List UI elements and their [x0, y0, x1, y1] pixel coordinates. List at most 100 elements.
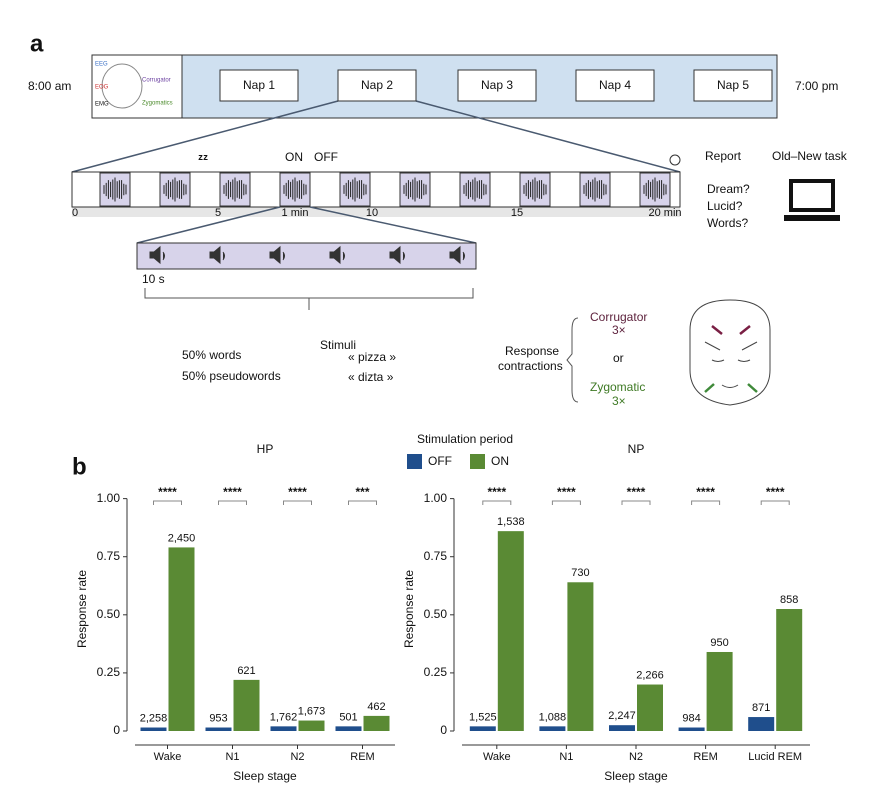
- y-tick-label: 0.75: [424, 549, 448, 563]
- zoom-line: [309, 206, 477, 244]
- count-label: 501: [339, 711, 357, 723]
- count-label: 462: [367, 701, 385, 713]
- speaker: [389, 245, 405, 265]
- bar: [637, 684, 663, 731]
- significance: ****: [696, 485, 715, 499]
- significance: ****: [766, 485, 785, 499]
- computer: [784, 215, 840, 221]
- waveform: [163, 177, 187, 202]
- bar: [233, 679, 260, 731]
- block-duration: 10 s: [142, 272, 165, 286]
- y-tick-label: 0: [113, 723, 120, 737]
- bar: [748, 717, 775, 731]
- task: Old–New task: [772, 149, 848, 163]
- nap-label: Nap 5: [717, 78, 749, 92]
- count-label: 1,538: [497, 516, 525, 528]
- significance: ***: [355, 485, 369, 499]
- head-sketch: [101, 63, 143, 109]
- y-tick-label: 0: [440, 723, 447, 737]
- bar: [609, 725, 635, 731]
- zoom-line: [415, 100, 681, 173]
- panel-label: b: [72, 453, 87, 480]
- y-tick-label: 0.50: [97, 607, 121, 621]
- muscle: Corrugator: [142, 78, 171, 84]
- off-label: OFF: [314, 150, 338, 164]
- count-label: 730: [571, 567, 589, 579]
- question: Lucid?: [707, 199, 743, 213]
- bar: [205, 727, 232, 731]
- reps: 3×: [612, 323, 626, 337]
- response-label: Response: [505, 344, 559, 358]
- time-tick: 15: [511, 207, 523, 219]
- waveform: [223, 177, 247, 202]
- time-tick: 5: [215, 207, 221, 219]
- waveform: [583, 177, 607, 202]
- response-label: contractions: [498, 359, 563, 373]
- on-label: ON: [285, 150, 303, 164]
- nap-box: [337, 69, 417, 102]
- bar: [539, 726, 566, 731]
- report: Report: [705, 149, 742, 163]
- x-tick-label: N1: [225, 751, 239, 763]
- electrode: EEG: [95, 62, 108, 68]
- nap-box: [457, 69, 537, 102]
- sleep-icon: ᶻᶻ: [198, 151, 208, 167]
- time-tick: 0: [72, 207, 78, 219]
- count-label: 1,673: [298, 705, 326, 717]
- x-tick-label: REM: [350, 751, 374, 763]
- y-tick-label: 1.00: [97, 491, 121, 505]
- block: [136, 242, 477, 270]
- sig-bracket: [760, 500, 790, 505]
- speaker: [329, 245, 345, 265]
- legend-swatch: [407, 454, 422, 469]
- x-tick-label: Wake: [154, 751, 182, 763]
- question: Words?: [707, 216, 748, 230]
- nap-label: Nap 3: [481, 78, 513, 92]
- count-label: 2,450: [168, 532, 196, 544]
- significance: ****: [487, 485, 506, 499]
- bar: [497, 531, 524, 731]
- speaker: [449, 245, 465, 265]
- bar: [678, 727, 705, 731]
- bar: [363, 715, 390, 731]
- count-label: 953: [209, 712, 227, 724]
- x-tick-label: N1: [559, 751, 573, 763]
- sig-bracket: [153, 500, 182, 505]
- computer: [789, 179, 835, 212]
- significance: ****: [288, 485, 307, 499]
- count-label: 621: [237, 665, 255, 677]
- legend-label: ON: [491, 454, 509, 468]
- time-tick: 1 min: [282, 207, 309, 219]
- stimuli-title: Stimuli: [320, 338, 356, 352]
- count-label: 1,088: [539, 711, 567, 723]
- bar: [140, 727, 167, 731]
- speaker: [149, 245, 165, 265]
- bar: [335, 726, 362, 731]
- legend-title: Stimulation period: [417, 432, 513, 446]
- count-label: 1,762: [270, 711, 298, 723]
- significance: ****: [158, 485, 177, 499]
- y-tick-label: 0.50: [424, 607, 448, 621]
- panel-label: a: [30, 30, 44, 57]
- sig-bracket: [348, 500, 377, 505]
- nap-label: Nap 1: [243, 78, 275, 92]
- x-tick-label: N2: [629, 751, 643, 763]
- sig-bracket: [218, 500, 247, 505]
- y-tick-label: 0.75: [97, 549, 121, 563]
- x-tick-label: Lucid REM: [748, 751, 802, 763]
- sig-bracket: [283, 500, 312, 505]
- reps: 3×: [612, 394, 626, 408]
- stim-type: 50% pseudowords: [182, 369, 281, 383]
- zoom-line: [136, 206, 281, 244]
- chart-title: NP: [628, 442, 645, 456]
- count-label: 858: [780, 594, 798, 606]
- inset: [91, 54, 183, 119]
- x-tick-label: Wake: [483, 751, 511, 763]
- count-label: 984: [682, 712, 700, 724]
- start-time: 8:00 am: [28, 79, 71, 93]
- day-bar: [91, 54, 778, 119]
- y-axis-label: Response rate: [402, 570, 416, 648]
- bar: [706, 651, 733, 731]
- count-label: 2,266: [636, 669, 664, 681]
- bar: [567, 582, 594, 731]
